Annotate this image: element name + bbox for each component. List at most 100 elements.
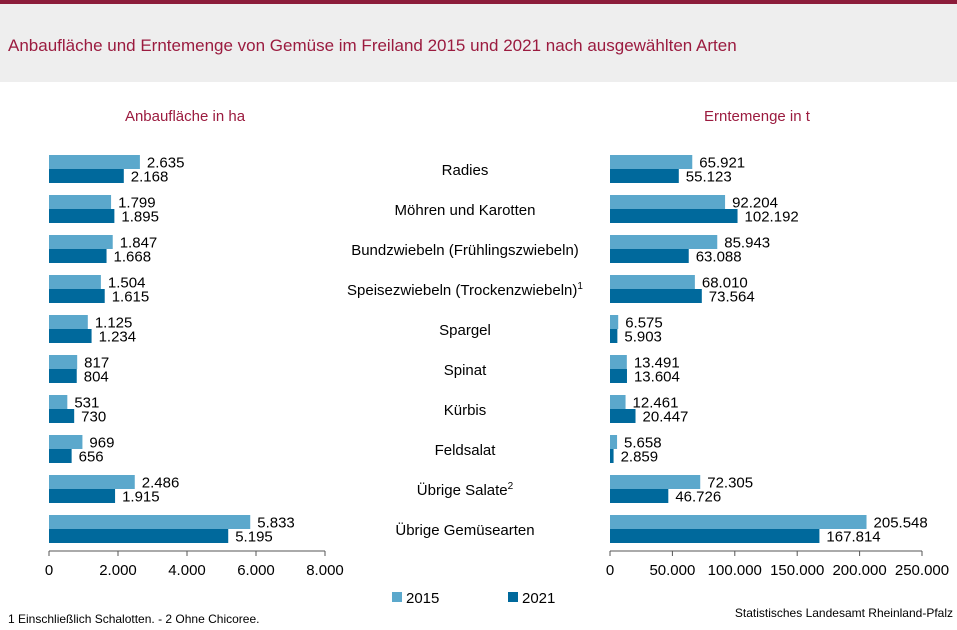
bar-2021 [610, 369, 627, 383]
bar-2015 [610, 195, 726, 209]
data-label: 804 [84, 369, 109, 386]
bar-2015 [49, 515, 251, 529]
legend-label: 2021 [522, 590, 555, 607]
bar-2015 [610, 315, 619, 329]
data-label: 13.604 [634, 369, 680, 386]
data-label: 1.615 [112, 289, 150, 306]
bar-2021 [49, 409, 75, 423]
bar-2015 [610, 435, 618, 449]
bar-2015 [610, 275, 695, 289]
bar-2021 [610, 289, 702, 303]
x-tick-label: 8.000 [306, 562, 344, 579]
x-tick-label: 150.000 [770, 562, 824, 579]
data-label: 1.847 [120, 235, 158, 252]
panel-title: Anbaufläche in ha [125, 108, 246, 125]
bar-2021 [610, 169, 679, 183]
bar-2015 [49, 275, 101, 289]
bar-2021 [49, 449, 72, 463]
data-label: 1.895 [121, 209, 159, 226]
bar-2015 [49, 355, 78, 369]
data-label: 1.504 [108, 275, 146, 292]
data-label: 13.491 [634, 355, 680, 372]
category-label: Speisezwiebeln (Trockenzwiebeln)1 [347, 281, 583, 299]
bar-2021 [610, 409, 636, 423]
source-credit: Statistisches Landesamt Rheinland-Pfalz [734, 606, 953, 620]
data-label: 1.234 [99, 329, 137, 346]
category-label-text: Speisezwiebeln (Trockenzwiebeln) [347, 282, 577, 299]
data-label: 55.123 [686, 169, 732, 186]
data-label: 85.943 [724, 235, 770, 252]
separator [0, 82, 957, 89]
bar-2021 [610, 449, 614, 463]
category-label-text: Übrige Salate [417, 481, 508, 499]
data-label: 73.564 [709, 289, 755, 306]
legend-label: 2015 [406, 590, 439, 607]
x-tick-label: 6.000 [237, 562, 275, 579]
footnote-marker: 1 [577, 281, 583, 292]
bar-2015 [49, 195, 112, 209]
category-label: Kürbis [444, 402, 487, 419]
bar-2021 [49, 249, 107, 263]
data-label: 1.668 [114, 249, 152, 266]
category-label-text: Spinat [444, 362, 487, 379]
bar-2015 [610, 395, 626, 409]
data-label: 2.635 [147, 155, 185, 172]
data-label: 2.168 [131, 169, 169, 186]
x-tick-label: 0 [606, 562, 614, 579]
bar-2021 [610, 489, 669, 503]
bar-2021 [49, 329, 92, 343]
category-label: Bundzwiebeln (Frühlingszwiebeln) [351, 242, 579, 259]
top-accent-bar [0, 0, 957, 4]
data-label: 167.814 [826, 529, 880, 546]
data-label: 102.192 [745, 209, 799, 226]
bar-2015 [610, 355, 627, 369]
bar-2021 [610, 529, 820, 543]
category-label-text: Spargel [439, 322, 491, 339]
data-label: 1.915 [122, 489, 160, 506]
x-tick-label: 250.000 [895, 562, 949, 579]
category-label: Übrige Salate2 [417, 481, 514, 499]
bar-2021 [49, 369, 77, 383]
data-label: 6.575 [625, 315, 663, 332]
data-label: 68.010 [702, 275, 748, 292]
category-label-text: Radies [442, 162, 489, 179]
data-label: 1.125 [95, 315, 133, 332]
bar-2015 [49, 315, 88, 329]
bar-2015 [610, 475, 701, 489]
data-label: 969 [89, 435, 114, 452]
data-label: 205.548 [874, 515, 928, 532]
category-label-text: Bundzwiebeln (Frühlingszwiebeln) [351, 242, 579, 259]
data-label: 5.195 [235, 529, 273, 546]
data-label: 1.799 [118, 195, 156, 212]
x-tick-label: 50.000 [649, 562, 695, 579]
panel-title: Erntemenge in t [704, 108, 811, 125]
bar-2015 [49, 475, 135, 489]
bar-2021 [610, 329, 618, 343]
bar-2021 [49, 489, 116, 503]
category-label: Feldsalat [435, 442, 497, 459]
category-label-text: Feldsalat [435, 442, 497, 459]
bar-2021 [49, 529, 229, 543]
bar-2015 [610, 515, 867, 529]
chart-title: Anbaufläche und Erntemenge von Gemüse im… [8, 36, 737, 55]
x-tick-label: 200.000 [832, 562, 886, 579]
header: Anbaufläche und Erntemenge von Gemüse im… [0, 4, 957, 82]
data-label: 5.903 [624, 329, 662, 346]
chart: Anbaufläche in ha 2.635 1.799 1.847 1.504 1.1… [0, 89, 957, 630]
footnote: 1 Einschließlich Schalotten. - 2 Ohne Ch… [8, 612, 260, 626]
data-label: 92.204 [732, 195, 778, 212]
data-label: 72.305 [707, 475, 753, 492]
x-tick-label: 4.000 [168, 562, 206, 579]
bar-2021 [49, 289, 105, 303]
x-tick-label: 100.000 [708, 562, 762, 579]
data-label: 65.921 [699, 155, 745, 172]
category-label: Möhren und Karotten [395, 202, 536, 219]
x-tick-label: 0 [45, 562, 53, 579]
category-label: Radies [442, 162, 489, 179]
legend-swatch-2021 [508, 592, 518, 602]
bar-2015 [49, 155, 140, 169]
data-label: 817 [84, 355, 109, 372]
data-label: 531 [74, 395, 99, 412]
bar-2015 [49, 435, 83, 449]
x-tick-label: 2.000 [99, 562, 137, 579]
